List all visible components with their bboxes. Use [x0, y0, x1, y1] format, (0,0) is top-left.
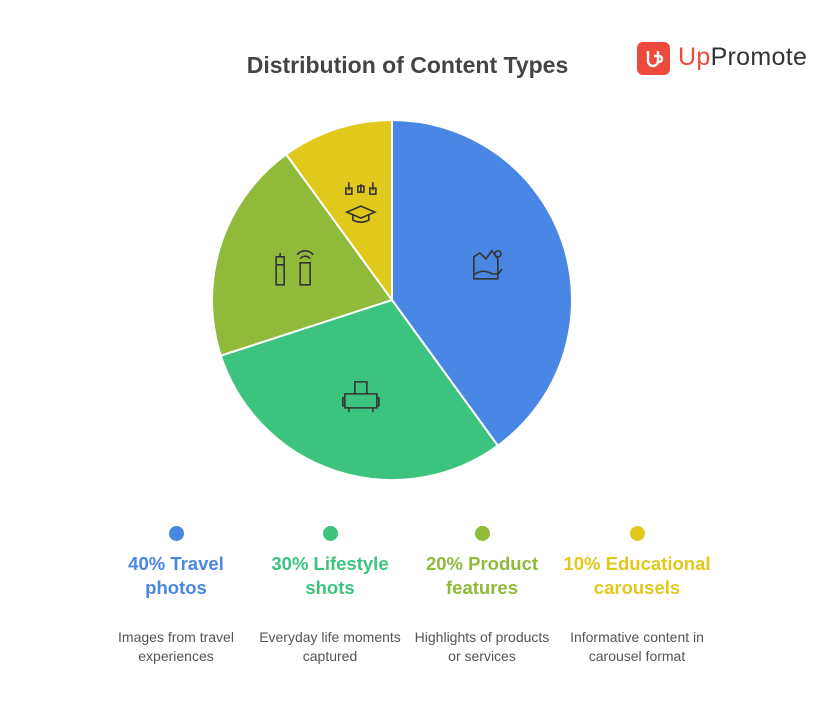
legend-value: 30% — [271, 553, 309, 574]
pie-slice — [391, 118, 573, 448]
legend-dot — [322, 526, 338, 541]
legend-heading: 20% Product features — [407, 552, 557, 600]
legend-description: Informative content in carousel format — [570, 629, 704, 664]
legend-value: 40% — [128, 553, 166, 574]
slice-icon — [342, 381, 380, 412]
legend-heading: 40% Travel photos — [101, 552, 251, 600]
legend-label: Travel photos — [145, 553, 224, 598]
legend-heading: 10% Educational carousels — [562, 552, 712, 600]
brand-highlight: Up — [678, 43, 711, 71]
legend-dot — [168, 526, 184, 541]
legend-dot — [474, 526, 490, 541]
brand-name: UpPromote — [678, 43, 807, 72]
legend-label: Educational carousels — [593, 553, 711, 598]
legend-label: Lifestyle shots — [305, 553, 389, 598]
logo-icon — [637, 42, 670, 75]
legend-value: 20% — [425, 553, 463, 574]
legend-description: Highlights of products or services — [414, 629, 550, 664]
pie-slice — [219, 298, 500, 481]
legend-description: Everyday life moments captured — [259, 629, 401, 664]
brand-rest: Promote — [710, 43, 808, 71]
legend-label: Product features — [446, 553, 539, 598]
pie-slice — [211, 152, 394, 357]
logo-glyph — [646, 51, 664, 68]
slice-icon — [473, 249, 503, 280]
legend-value: 10% — [563, 553, 601, 574]
legend-dot — [629, 526, 645, 541]
legend-heading: 30% Lifestyle shots — [255, 552, 405, 600]
legend-description: Images from travel experiences — [118, 629, 234, 664]
slice-icon — [344, 182, 377, 223]
slice-icon — [275, 250, 314, 286]
chart-title: Distribution of Content Types — [246, 52, 569, 78]
pie-slice — [284, 118, 393, 304]
